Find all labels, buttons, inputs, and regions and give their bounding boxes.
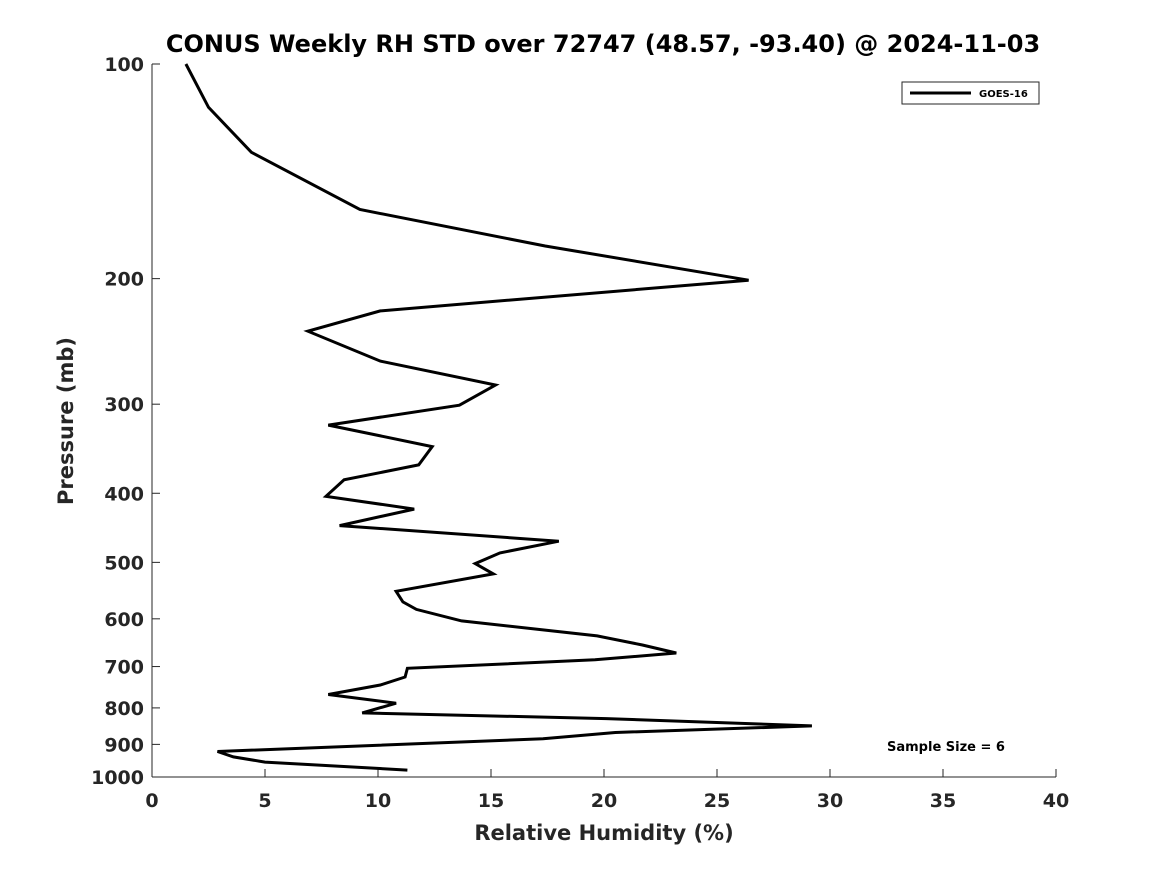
y-ticks: 100 200 300 400 500 600 700 800 900 1000 [91, 54, 160, 789]
x-ticks: 0 5 10 15 20 25 30 35 40 [145, 769, 1069, 812]
series-line-goes-16 [184, 63, 812, 772]
y-tick-label: 600 [104, 609, 144, 631]
x-tick-label: 35 [930, 790, 956, 812]
x-tick-label: 10 [365, 790, 391, 812]
y-tick-label: 100 [104, 54, 144, 76]
x-tick-label: 40 [1043, 790, 1069, 812]
x-axis-label: Relative Humidity (%) [474, 821, 733, 845]
y-tick-label: 800 [104, 698, 144, 720]
x-tick-label: 5 [258, 790, 271, 812]
legend: GOES-16 [901, 81, 1040, 105]
legend-label: GOES-16 [979, 89, 1028, 100]
x-tick-label: 0 [145, 790, 158, 812]
y-tick-label: 200 [104, 269, 144, 291]
sample-size-annotation: Sample Size = 6 [887, 740, 1005, 755]
series-layer [184, 63, 812, 772]
y-tick-label: 900 [104, 734, 144, 756]
x-tick-label: 30 [817, 790, 843, 812]
y-tick-label: 1000 [91, 767, 144, 789]
x-tick-label: 15 [478, 790, 504, 812]
y-axis-label: Pressure (mb) [54, 337, 78, 505]
y-tick-label: 400 [104, 483, 144, 505]
x-tick-label: 25 [704, 790, 730, 812]
x-tick-label: 20 [591, 790, 617, 812]
y-tick-label: 300 [104, 394, 144, 416]
chart-title: CONUS Weekly RH STD over 72747 (48.57, -… [166, 30, 1040, 58]
y-tick-label: 700 [104, 657, 144, 679]
y-tick-label: 500 [104, 552, 144, 574]
